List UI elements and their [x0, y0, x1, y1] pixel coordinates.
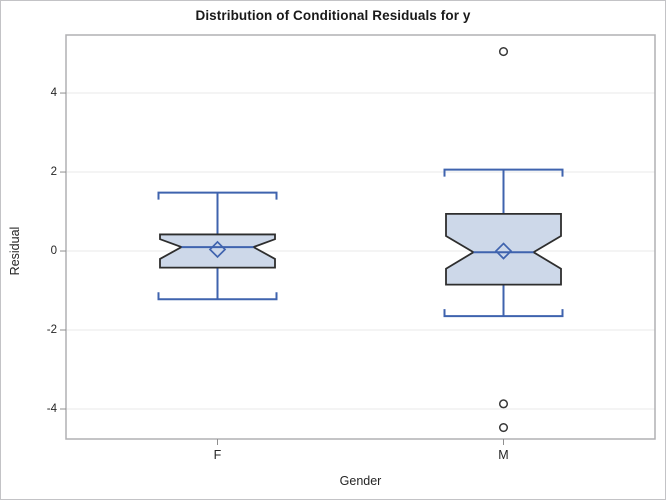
y-tick-label--2: -2	[46, 324, 57, 336]
y-tick-label-4: 4	[50, 87, 57, 100]
plot-border	[65, 34, 656, 440]
box-F	[159, 233, 276, 269]
whisker-cap-upper-F	[157, 191, 278, 200]
whisker-cap-lower-M	[443, 309, 564, 318]
y-axis-label: Residual	[8, 226, 22, 276]
y-tick-label-0: 0	[50, 245, 57, 258]
y-tick-label-2: 2	[50, 166, 57, 179]
mean-marker-M	[494, 242, 513, 260]
whisker-cap-lower-F	[157, 292, 278, 301]
box-M	[445, 212, 562, 286]
whisker-cap-upper-M	[443, 168, 564, 177]
chart-title: Distribution of Conditional Residuals fo…	[195, 8, 471, 23]
outlier-M-1	[498, 399, 509, 409]
outlier-M-2	[498, 422, 509, 433]
outlier-M-0	[498, 47, 509, 57]
x-axis-label: Gender	[339, 474, 382, 488]
x-tick-label-M: M	[498, 448, 509, 462]
mean-marker-F	[208, 240, 227, 259]
x-tick-label-F: F	[213, 448, 222, 462]
y-tick-label--4: -4	[46, 402, 57, 415]
